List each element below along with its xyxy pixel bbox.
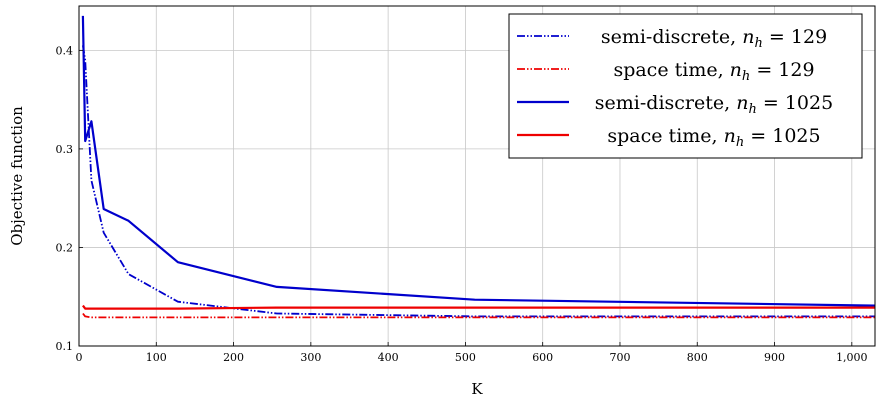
legend-entry-label: semi-discrete, nh = 1025 — [595, 92, 833, 117]
tick-labels: 0 100 200 300 400 500 600 700 800 900 1,000 0.1 0.2 0… — [56, 44, 868, 364]
legend-entry-label: semi-discrete, nh = 129 — [601, 26, 827, 51]
series-lines — [81, 15, 876, 319]
y-tick-label: 0.2 — [56, 241, 74, 254]
legend-entry-label: space time, nh = 1025 — [607, 125, 820, 150]
legend-entry-label: space time, nh = 129 — [613, 59, 814, 84]
x-axis-label: K — [471, 380, 483, 398]
axes — [78, 5, 876, 347]
series-line-3 — [81, 15, 876, 307]
x-tick-label: 900 — [764, 351, 785, 364]
x-tick-label: 100 — [146, 351, 167, 364]
x-tick-label: 200 — [223, 351, 244, 364]
x-tick-label: 500 — [455, 351, 476, 364]
x-tick-label: 800 — [687, 351, 708, 364]
x-tick-label: 0 — [76, 351, 83, 364]
x-tick-label: 1,000 — [836, 351, 868, 364]
x-tick-label: 300 — [300, 351, 321, 364]
plot-frame — [78, 5, 876, 347]
y-axis-label: Objective function — [8, 106, 26, 246]
x-tick-label: 400 — [378, 351, 399, 364]
legend: semi-discrete, nh = 129 space time, nh = … — [508, 13, 863, 159]
x-tick-label: 700 — [609, 351, 630, 364]
x-tick-label: 600 — [532, 351, 553, 364]
series-line-4 — [82, 304, 875, 310]
y-tick-label: 0.4 — [56, 44, 74, 57]
series-line-2 — [82, 312, 875, 319]
y-tick-label: 0.1 — [56, 340, 74, 353]
y-tick-label: 0.3 — [56, 143, 74, 156]
